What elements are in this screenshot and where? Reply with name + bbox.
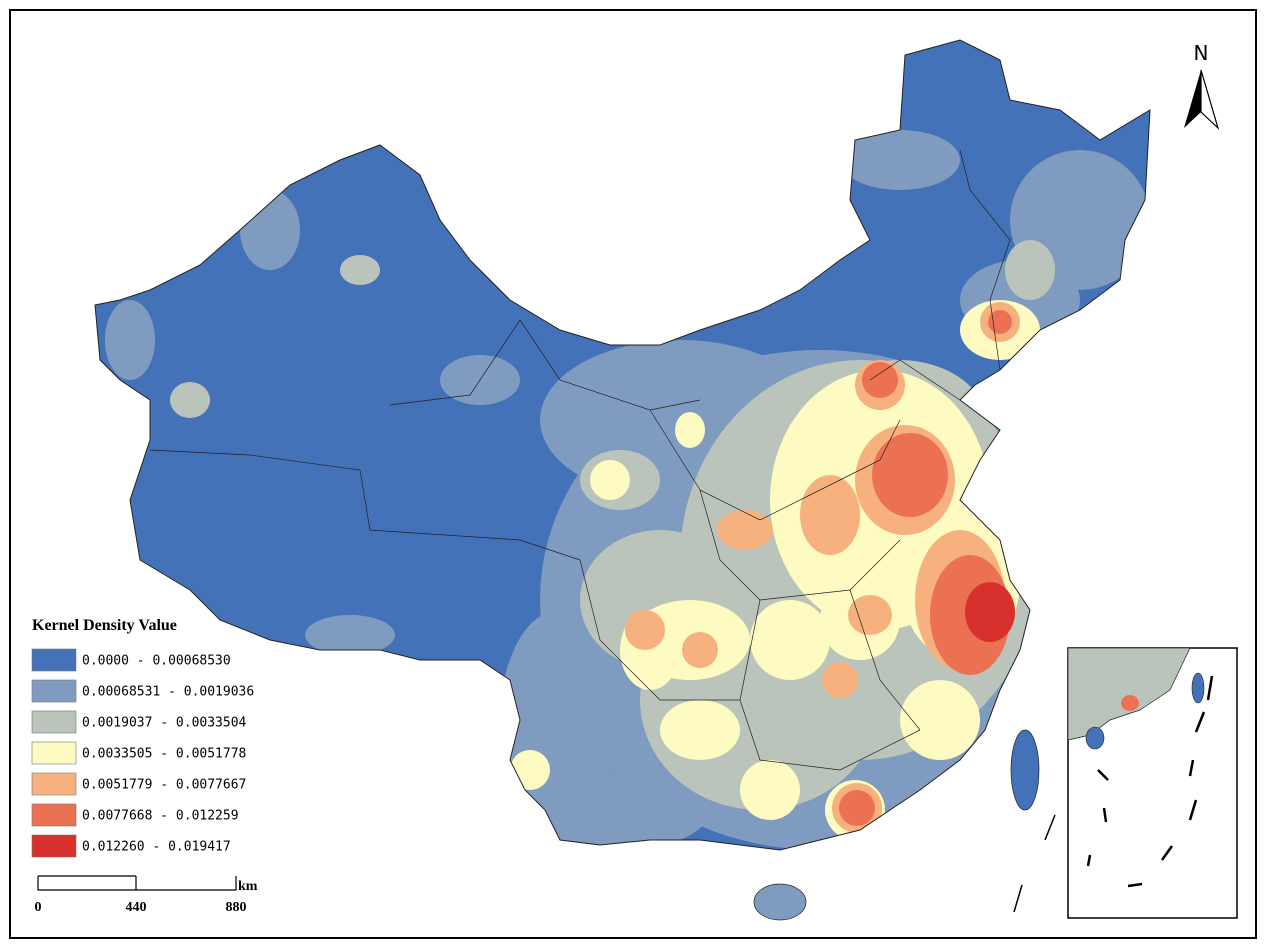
density-zone: [717, 510, 773, 550]
legend-swatch: [31, 648, 77, 672]
inset-hotspot: [1121, 695, 1139, 711]
legend-swatch: [31, 679, 77, 703]
density-zone: [170, 382, 210, 418]
arrow-left: [1184, 70, 1201, 128]
legend-swatch: [31, 772, 77, 796]
legend-swatch: [31, 741, 77, 765]
country-outline: [94, 39, 1151, 851]
scale-unit: km: [238, 879, 258, 894]
density-zone: [682, 632, 718, 668]
legend-label: 0.0077668 - 0.012259: [82, 809, 239, 824]
density-zone: [530, 770, 710, 850]
density-zone: [590, 460, 630, 500]
density-zone: [340, 255, 380, 285]
legend-label: 0.0033505 - 0.0051778: [82, 747, 246, 762]
legend-label: 0.012260 - 0.019417: [82, 840, 231, 855]
density-zone: [822, 662, 858, 698]
legend-label: 0.0000 - 0.00068530: [82, 654, 231, 669]
density-zone: [848, 595, 892, 635]
scale-label: 0: [35, 900, 42, 915]
legend-swatch: [31, 803, 77, 827]
hainan: [753, 883, 807, 921]
boundary-dash: [1013, 814, 1056, 913]
legend-swatch: [31, 710, 77, 734]
density-zone: [872, 433, 948, 517]
legend: Kernel Density Value 0.0000 - 0.00068530…: [31, 617, 254, 858]
density-zone: [800, 475, 860, 555]
legend-swatch: [31, 834, 77, 858]
density-zone: [1005, 240, 1055, 300]
scale-bar: 0 440 880 km: [35, 875, 258, 915]
density-zone: [839, 790, 875, 826]
inset-map: [1068, 648, 1214, 888]
legend-label: 0.00068531 - 0.0019036: [82, 685, 254, 700]
legend-label: 0.0019037 - 0.0033504: [82, 716, 247, 731]
density-zone: [105, 300, 155, 380]
density-zone: [675, 412, 705, 448]
density-zone: [750, 600, 830, 680]
province-borders: [149, 149, 1011, 771]
north-arrow: N: [1184, 41, 1220, 130]
north-label: N: [1194, 41, 1209, 65]
density-zone: [840, 130, 960, 190]
taiwan: [1010, 729, 1040, 811]
scale-label: 880: [226, 900, 247, 915]
inset-land: [1068, 648, 1191, 741]
scale-line: [37, 875, 237, 891]
density-zone: [625, 610, 665, 650]
density-zone: [965, 582, 1015, 642]
density-zone: [740, 760, 800, 820]
density-zone: [305, 615, 395, 655]
inset-hainan: [1085, 726, 1105, 750]
density-zone: [862, 362, 898, 398]
density-zone: [900, 680, 980, 760]
inset-dashes: [1086, 675, 1214, 888]
scale-label: 440: [126, 900, 147, 915]
arrow-right: [1200, 69, 1220, 130]
density-zone: [660, 700, 740, 760]
legend-label: 0.0051779 - 0.0077667: [82, 778, 246, 793]
legend-title: Kernel Density Value: [32, 617, 177, 634]
inset-taiwan: [1191, 672, 1205, 704]
